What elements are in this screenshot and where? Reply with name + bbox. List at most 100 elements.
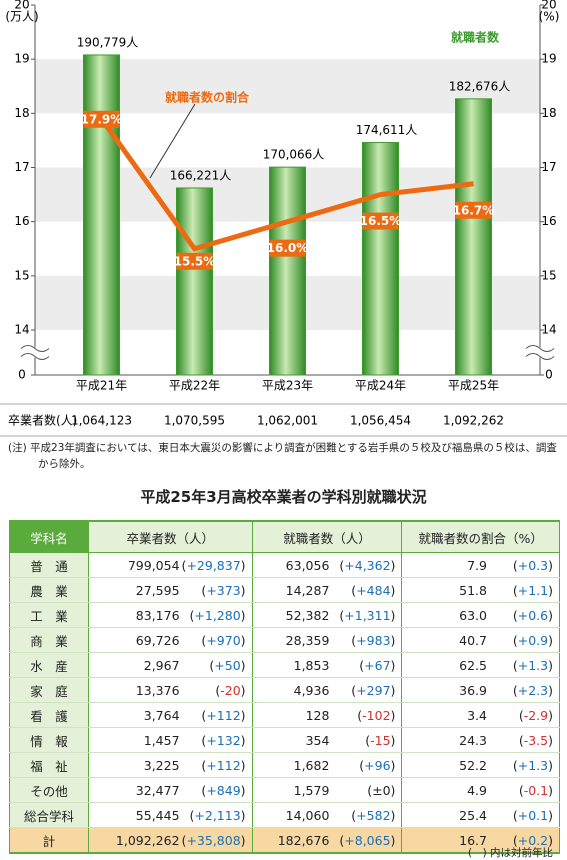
cell-change: (-3.5) [518,732,553,748]
cell-change: (+1.1) [512,582,553,598]
graduates-value: 1,092,262 [443,414,504,428]
y2-tick-label: 0 [545,368,553,382]
cell-change: (+373) [201,582,246,598]
cell: 1,457 (+132) [88,727,253,753]
note: (注) 平成23年調査においては、東日本大震災の影響により調査が困難とする岩手県… [8,442,557,470]
header-cell: 学科名 [9,520,89,553]
row-label: その他 [9,777,89,803]
cell-value: 63,056 [285,557,330,573]
row-label: 福 祉 [9,752,89,778]
row-label: 総合学科 [9,802,89,828]
cell-change: (+1,280) [189,607,246,623]
cell-change: (+297) [351,682,396,698]
cell-change: (+2.3) [512,682,553,698]
cell-value: 63.0 [459,607,487,623]
cell: 32,477 (+849) [88,777,253,803]
axis-break [20,353,50,360]
line-label: 16.5% [360,214,402,228]
cell-value: 14,287 [285,582,330,598]
line-label-box [83,110,120,128]
cell-value: 40.7 [459,632,487,648]
cell-value: 3.4 [467,707,487,723]
cell-value: 32,477 [135,782,180,798]
cell-change: (±0) [367,782,396,798]
cell: 40.7 (+0.9) [401,627,560,653]
y2-tick-label: 17 [541,160,556,174]
line-label: 16.0% [267,241,309,255]
bar [455,98,492,376]
cell-change: (+1.3) [512,657,553,673]
graduates-value: 1,056,454 [350,414,411,428]
header-row: 学科名 卒業者数（人） 就職者数（人） 就職者数の割合（%） [9,520,560,553]
cell: 55,445 (+2,113) [88,802,253,828]
cell-value: 55,445 [135,807,180,823]
graduates-value: 1,070,595 [164,414,225,428]
cell-change: (+1,311) [339,607,396,623]
y-unit: (万人) [5,10,38,24]
x-tick-label: 平成23年 [262,379,313,393]
cell: 83,176 (+1,280) [88,602,253,628]
row: 福 祉 3,225 (+112) 1,682 (+96) 52.2 (+1.3) [9,752,560,778]
line-label: 15.5% [174,254,216,268]
cell-change: (+50) [209,657,246,673]
cell-value: 52.2 [459,757,487,773]
cell: 36.9 (+2.3) [401,677,560,703]
row: 情 報 1,457 (+132) 354 (-15) 24.3 (-3.5) [9,727,560,753]
cell: 63,056 (+4,362) [251,552,403,578]
row: 工 業 83,176 (+1,280) 52,382 (+1,311) 63.0 (+0.6… [9,602,560,628]
y-tick-label: 19 [14,52,29,66]
axis-break [21,347,49,358]
cell: 52,382 (+1,311) [251,602,403,628]
cell-change: (+67) [359,657,396,673]
row-label: 看 護 [9,702,89,728]
cell-change: (+112) [201,757,246,773]
cell: 4.9 (-0.1) [401,777,560,803]
line-label-box [176,252,213,270]
cell-value: 182,676 [277,832,330,848]
y2-tick-label: 15 [541,268,556,282]
cell: 16.7 (+0.2) [401,827,560,854]
cell-change: (-102) [357,707,396,723]
cell-change: (+29,837) [181,557,246,573]
row-label: 商 業 [9,627,89,653]
cell-value: 24.3 [459,732,487,748]
cell-value: 1,853 [293,657,330,673]
cell: 3,764 (+112) [88,702,253,728]
row-label: 普 通 [9,552,89,578]
cell-value: 4,936 [293,682,330,698]
y2-tick-label: 14 [541,323,556,337]
line-label: 17.9% [81,112,123,126]
cell: 69,726 (+970) [88,627,253,653]
axis-break [526,347,554,358]
cell-value: 354 [305,732,330,748]
cell-value: 2,967 [143,657,180,673]
bar [362,142,399,376]
bar [269,166,306,376]
row-label: 農 業 [9,577,89,603]
cell-value: 128 [305,707,330,723]
cell-value: 52,382 [285,607,330,623]
cell-value: 14,060 [285,807,330,823]
row: 総合学科 55,445 (+2,113) 14,060 (+582) 25.4 (+0.1) [9,802,560,828]
cell: 51.8 (+1.1) [401,577,560,603]
cell: 52.2 (+1.3) [401,752,560,778]
bar [83,54,120,376]
cell: 24.3 (-3.5) [401,727,560,753]
cell-value: 1,682 [293,757,330,773]
graduates-label: 卒業者数(人) [8,413,77,428]
cell: 63.0 (+0.6) [401,602,560,628]
cell-value: 13,376 [135,682,180,698]
axis-break [20,345,50,352]
y-tick-label: 14 [14,323,29,337]
bar [176,187,213,376]
x-tick-label: 平成21年 [76,379,127,393]
cell: 1,579 (±0) [251,777,403,803]
cell-change: (+8,065) [339,832,396,848]
y-tick-label: 17 [14,160,29,174]
header-cell: 就職者数の割合（%） [401,520,560,553]
cell-value: 51.8 [459,582,487,598]
cell-change: (+849) [201,782,246,798]
table: 学科名 卒業者数（人） 就職者数（人） 就職者数の割合（%）普 通 799,054 (+2… [9,520,560,854]
bar-label: 190,779人 [77,35,139,49]
